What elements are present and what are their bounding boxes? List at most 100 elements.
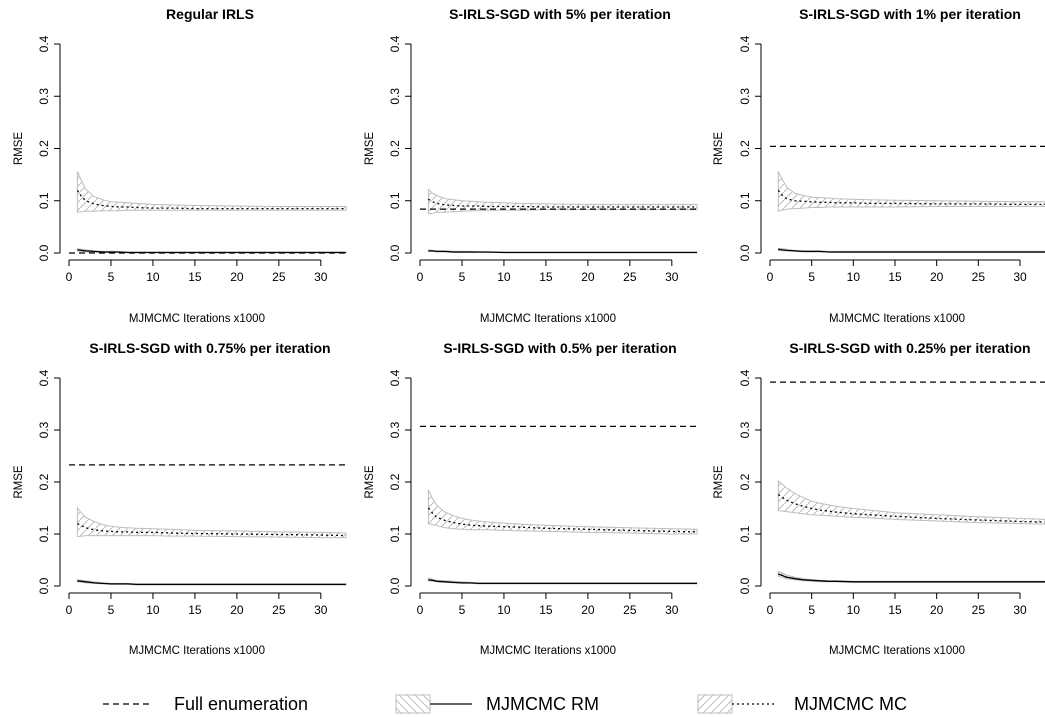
x-tick-label: 5 bbox=[459, 270, 466, 284]
y-tick-label: 0.4 bbox=[388, 369, 402, 386]
x-tick-label: 20 bbox=[581, 603, 595, 617]
x-tick-label: 15 bbox=[888, 603, 902, 617]
x-tick-label: 0 bbox=[417, 603, 424, 617]
x-tick-label: 20 bbox=[930, 270, 944, 284]
legend-mc-label: MJMCMC MC bbox=[794, 694, 907, 714]
mc-mean-line bbox=[76, 189, 346, 210]
y-tick-label: 0.1 bbox=[388, 525, 402, 542]
y-tick-label: 0.4 bbox=[738, 35, 752, 52]
rm-mean-line bbox=[77, 580, 346, 586]
rm-mean-line bbox=[428, 250, 697, 254]
y-tick-label: 0.1 bbox=[37, 192, 51, 209]
legend-rm-label: MJMCMC RM bbox=[486, 694, 599, 714]
x-tick-label: 10 bbox=[847, 270, 861, 284]
x-axis-label: MJMCMC Iterations x1000 bbox=[480, 313, 616, 325]
x-tick-label: 30 bbox=[665, 270, 679, 284]
panel-title: S-IRLS-SGD with 1% per iteration bbox=[799, 6, 1021, 22]
y-tick-label: 0.1 bbox=[738, 192, 752, 209]
legend: Full enumeration MJMCMC RM MJMCMC MC bbox=[103, 694, 907, 714]
x-tick-label: 20 bbox=[230, 270, 244, 284]
mc-mean-line bbox=[777, 189, 1045, 206]
mc-band bbox=[777, 171, 1045, 212]
mc-mean-line bbox=[77, 523, 347, 537]
x-tick-label: 10 bbox=[497, 603, 511, 617]
y-tick-label: 0.4 bbox=[37, 35, 51, 52]
y-tick-label: 0.2 bbox=[37, 140, 51, 157]
x-axis-label: MJMCMC Iterations x1000 bbox=[829, 645, 965, 657]
x-tick-label: 25 bbox=[272, 603, 286, 617]
panel-title: Regular IRLS bbox=[166, 6, 254, 22]
panel-1: Regular IRLS 0 5 10 15 20 25 30 0.0 0.1 0.2 0.3 0.4 M… bbox=[13, 6, 347, 325]
y-axis-label: RMSE bbox=[713, 465, 725, 499]
rm-mean-line bbox=[428, 579, 697, 585]
y-tick-label: 0.3 bbox=[37, 88, 51, 105]
x-tick-label: 5 bbox=[108, 270, 115, 284]
mc-band bbox=[76, 506, 347, 539]
y-axis-label: RMSE bbox=[13, 132, 25, 166]
x-tick-label: 0 bbox=[767, 270, 774, 284]
x-tick-label: 20 bbox=[581, 270, 595, 284]
rm-mean-line bbox=[77, 249, 346, 254]
x-tick-label: 0 bbox=[66, 603, 73, 617]
x-axis-label: MJMCMC Iterations x1000 bbox=[829, 313, 965, 325]
x-tick-label: 15 bbox=[188, 270, 202, 284]
legend-mc-band-swatch bbox=[697, 694, 733, 714]
x-tick-label: 25 bbox=[623, 603, 637, 617]
x-tick-label: 0 bbox=[417, 270, 424, 284]
y-tick-label: 0.4 bbox=[37, 369, 51, 386]
y-tick-label: 0.2 bbox=[738, 140, 752, 157]
x-tick-label: 15 bbox=[539, 603, 553, 617]
y-tick-label: 0.4 bbox=[738, 369, 752, 386]
y-tick-label: 0.0 bbox=[37, 577, 51, 594]
x-tick-label: 5 bbox=[808, 270, 815, 284]
y-tick-label: 0.1 bbox=[37, 525, 51, 542]
x-tick-label: 25 bbox=[972, 270, 986, 284]
x-tick-label: 5 bbox=[459, 603, 466, 617]
x-tick-label: 15 bbox=[888, 270, 902, 284]
mc-band bbox=[427, 489, 698, 535]
x-tick-label: 10 bbox=[847, 603, 861, 617]
y-tick-label: 0.0 bbox=[388, 577, 402, 594]
panel-title: S-IRLS-SGD with 0.5% per iteration bbox=[443, 340, 676, 356]
y-tick-label: 0.0 bbox=[37, 244, 51, 261]
legend-rm-band-swatch bbox=[395, 694, 431, 714]
y-tick-label: 0.0 bbox=[738, 244, 752, 261]
y-tick-label: 0.2 bbox=[738, 473, 752, 490]
x-tick-label: 5 bbox=[808, 603, 815, 617]
x-tick-label: 20 bbox=[230, 603, 244, 617]
x-tick-label: 15 bbox=[539, 270, 553, 284]
x-tick-label: 30 bbox=[314, 603, 328, 617]
y-tick-label: 0.1 bbox=[388, 192, 402, 209]
x-tick-label: 10 bbox=[497, 270, 511, 284]
x-tick-label: 30 bbox=[314, 270, 328, 284]
panel-title: S-IRLS-SGD with 0.25% per iteration bbox=[789, 340, 1030, 356]
panel-title: S-IRLS-SGD with 0.75% per iteration bbox=[89, 340, 330, 356]
x-tick-label: 10 bbox=[146, 270, 160, 284]
y-axis-label: RMSE bbox=[364, 465, 376, 499]
x-tick-label: 30 bbox=[665, 603, 679, 617]
x-tick-label: 30 bbox=[1013, 603, 1027, 617]
mc-mean-line bbox=[427, 507, 698, 533]
y-axis-label: RMSE bbox=[713, 132, 725, 166]
y-tick-label: 0.3 bbox=[738, 421, 752, 438]
rm-mean-line bbox=[778, 573, 1045, 583]
y-tick-label: 0.3 bbox=[738, 88, 752, 105]
y-tick-label: 0.2 bbox=[388, 473, 402, 490]
panel-4: S-IRLS-SGD with 0.75% per iteration 0 5 10 1… bbox=[13, 340, 347, 657]
y-tick-label: 0.4 bbox=[388, 35, 402, 52]
x-tick-label: 15 bbox=[188, 603, 202, 617]
x-tick-label: 0 bbox=[767, 603, 774, 617]
y-tick-label: 0.0 bbox=[738, 577, 752, 594]
x-tick-label: 25 bbox=[972, 603, 986, 617]
x-tick-label: 5 bbox=[108, 603, 115, 617]
panel-3: S-IRLS-SGD with 1% per iteration 0 5 10 15 20… bbox=[713, 6, 1045, 325]
x-tick-label: 25 bbox=[623, 270, 637, 284]
mc-mean-line bbox=[428, 198, 697, 208]
x-tick-label: 20 bbox=[930, 603, 944, 617]
x-tick-label: 30 bbox=[1013, 270, 1027, 284]
y-axis-label: RMSE bbox=[364, 132, 376, 166]
x-axis-label: MJMCMC Iterations x1000 bbox=[129, 645, 265, 657]
y-tick-label: 0.2 bbox=[37, 473, 51, 490]
y-axis-label: RMSE bbox=[13, 465, 25, 499]
